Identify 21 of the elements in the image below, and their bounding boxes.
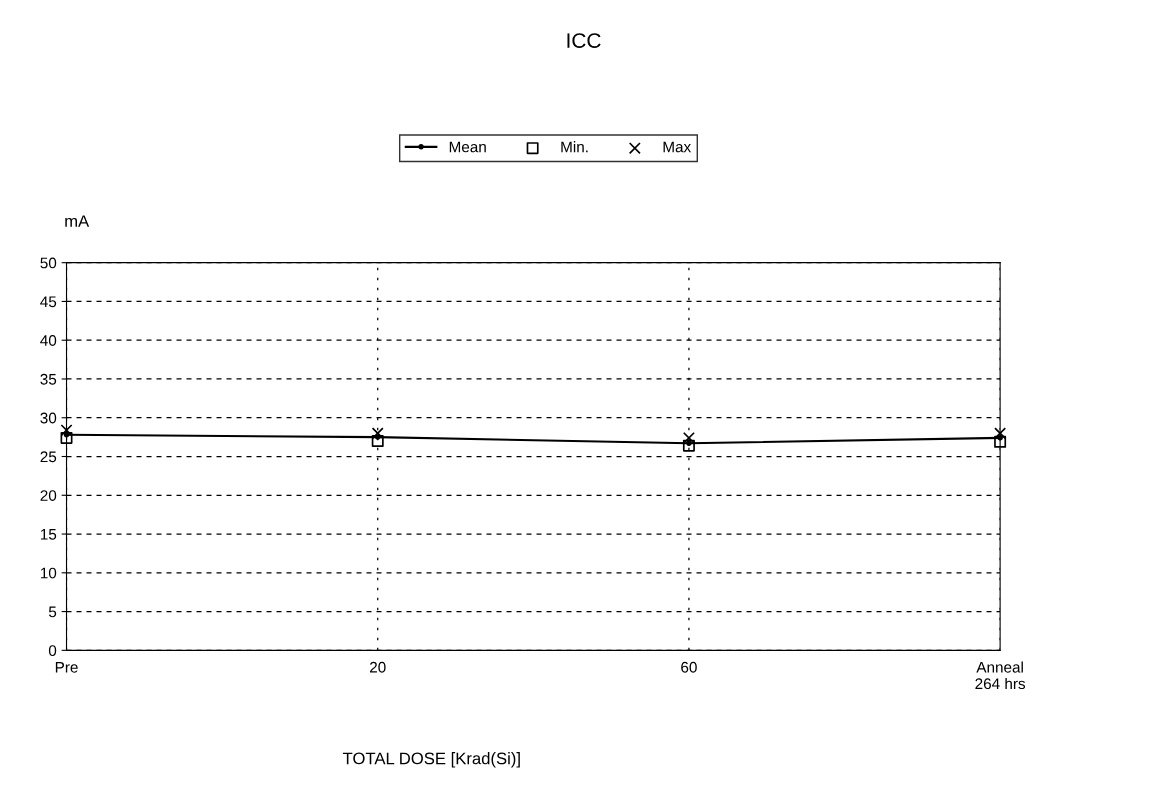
y-tick-label: 25 (40, 451, 57, 463)
y-tick-label: 20 (40, 490, 57, 501)
legend-label: Min. (561, 141, 588, 153)
y-tick-label: 0 (48, 645, 57, 657)
y-tick-label: 10 (40, 567, 57, 579)
legend-label: Max (663, 141, 692, 153)
y-tick-label: 5 (48, 606, 57, 618)
x-axis-title: TOTAL DOSE [Krad(Si)] (342, 752, 520, 768)
y-axis-title: mA (65, 215, 90, 227)
y-tick-label: 35 (40, 373, 57, 385)
y-tick-label: 40 (40, 335, 57, 346)
x-tick-label: 20 (369, 661, 386, 673)
y-tick-label: 15 (40, 529, 57, 540)
y-tick-label: 30 (40, 412, 57, 424)
x-tick-label: Anneal 264 hrs (975, 661, 1026, 690)
y-tick-label: 45 (40, 296, 57, 308)
x-tick-label: Pre (55, 662, 78, 673)
chart-title: ICC (567, 33, 601, 48)
y-tick-label: 50 (40, 257, 57, 269)
x-tick-label: 60 (681, 661, 697, 673)
legend-label: Mean (449, 141, 486, 153)
